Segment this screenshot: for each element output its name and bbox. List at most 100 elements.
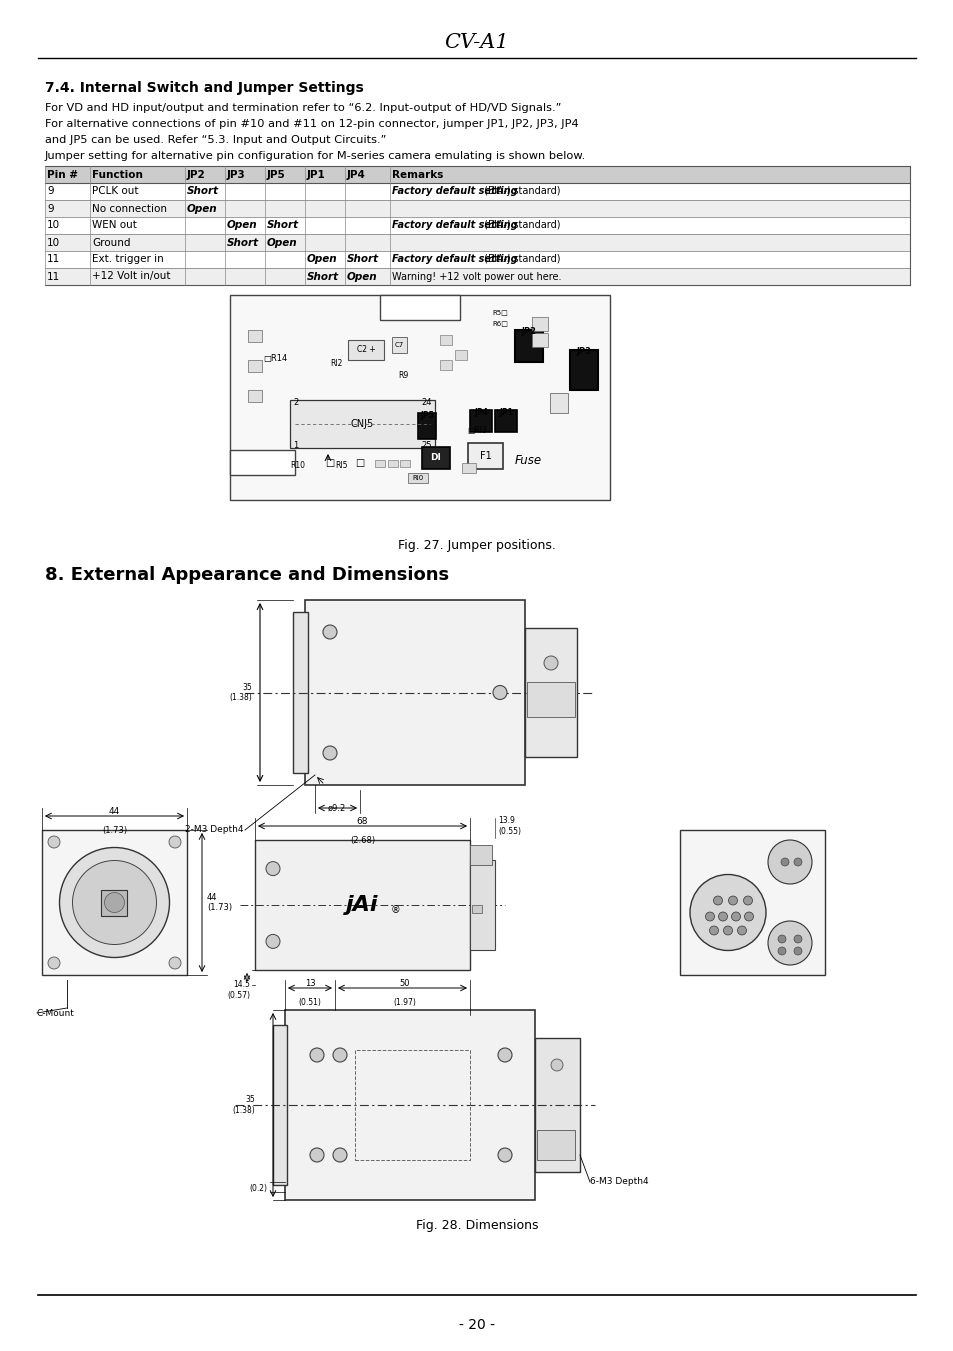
Text: 25: 25 [421, 440, 432, 450]
Bar [355, 1050, 470, 1161]
Circle shape [793, 935, 801, 943]
Text: JP3: JP3 [227, 169, 246, 180]
Text: 11: 11 [47, 254, 60, 265]
Text: (EIA-J standard): (EIA-J standard) [480, 254, 559, 265]
Bar [290, 400, 435, 449]
Text: C-Mount: C-Mount [37, 1008, 74, 1017]
Bar [461, 463, 476, 473]
Text: 7.4. Internal Switch and Jumper Settings: 7.4. Internal Switch and Jumper Settings [45, 81, 363, 95]
Text: Fig. 28. Dimensions: Fig. 28. Dimensions [416, 1219, 537, 1232]
Text: 68: 68 [356, 817, 368, 825]
Text: (EIA-J standard): (EIA-J standard) [480, 186, 559, 196]
Text: - 20 -: - 20 - [458, 1319, 495, 1332]
Bar [45, 267, 909, 285]
Circle shape [59, 847, 170, 958]
Circle shape [310, 1048, 324, 1062]
Text: PCLK out: PCLK out [91, 186, 138, 196]
Text: 35
(1.38): 35 (1.38) [229, 682, 252, 703]
Bar [45, 166, 909, 182]
Text: □RI3: □RI3 [467, 426, 486, 435]
Text: 35
(1.38): 35 (1.38) [232, 1096, 254, 1115]
Text: Function: Function [91, 169, 143, 180]
Text: R5□: R5□ [492, 309, 507, 315]
Text: WEN out: WEN out [91, 220, 136, 231]
Text: 10: 10 [47, 220, 60, 231]
Circle shape [497, 1048, 512, 1062]
Text: Warning! +12 volt power out here.: Warning! +12 volt power out here. [392, 272, 561, 281]
Text: (0.51): (0.51) [298, 988, 321, 1008]
Bar [472, 905, 481, 913]
Text: JP3: JP3 [576, 347, 591, 357]
Circle shape [705, 912, 714, 921]
Bar [101, 889, 128, 916]
Bar [285, 1011, 535, 1200]
Bar [408, 473, 428, 484]
Bar [495, 409, 517, 432]
Bar [455, 350, 467, 359]
Text: 9: 9 [47, 186, 53, 196]
Text: JP1: JP1 [307, 169, 325, 180]
Text: □R14: □R14 [263, 354, 287, 362]
Circle shape [169, 957, 181, 969]
Text: 1: 1 [293, 440, 298, 450]
Text: JP2: JP2 [187, 169, 206, 180]
Text: +12 Volt in/out: +12 Volt in/out [91, 272, 171, 281]
Text: ®: ® [390, 905, 400, 915]
Text: Open: Open [267, 238, 297, 247]
Circle shape [689, 874, 765, 951]
Bar [569, 350, 598, 390]
Text: Factory default setting: Factory default setting [392, 254, 517, 265]
Circle shape [731, 912, 740, 921]
Bar [439, 335, 452, 345]
Text: 14.5
(0.57): 14.5 (0.57) [227, 981, 250, 1000]
Bar [379, 295, 459, 320]
Bar [248, 330, 262, 342]
Circle shape [310, 1148, 324, 1162]
Circle shape [543, 657, 558, 670]
Bar [230, 295, 609, 500]
Bar [470, 861, 495, 950]
Text: RI5: RI5 [335, 461, 347, 470]
Text: (0.2): (0.2) [249, 1183, 267, 1193]
Text: JP5: JP5 [267, 169, 286, 180]
Circle shape [713, 896, 721, 905]
Text: RI2: RI2 [330, 358, 342, 367]
Bar [42, 830, 187, 975]
Text: Open: Open [307, 254, 337, 265]
Text: 44: 44 [109, 807, 120, 816]
Bar [45, 251, 909, 267]
Text: Ground: Ground [91, 238, 131, 247]
Bar [679, 830, 824, 975]
Text: (2.68): (2.68) [350, 825, 375, 846]
Text: JP4: JP4 [347, 169, 366, 180]
Text: Short: Short [267, 220, 299, 231]
Bar [399, 459, 410, 467]
Bar [532, 332, 547, 347]
Text: CV-A1: CV-A1 [444, 32, 509, 51]
Circle shape [718, 912, 727, 921]
Bar [254, 840, 470, 970]
Text: JP5: JP5 [419, 411, 434, 420]
Circle shape [793, 858, 801, 866]
Circle shape [105, 893, 125, 912]
Bar [470, 844, 492, 865]
Text: jAi: jAi [346, 894, 378, 915]
Circle shape [793, 947, 801, 955]
Circle shape [722, 925, 732, 935]
Circle shape [737, 925, 745, 935]
Circle shape [266, 935, 280, 948]
Circle shape [778, 935, 785, 943]
Text: 6-M3 Depth4: 6-M3 Depth4 [589, 1178, 648, 1186]
Text: JP4: JP4 [474, 408, 487, 417]
Bar [535, 1038, 579, 1173]
Text: 8. External Appearance and Dimensions: 8. External Appearance and Dimensions [45, 566, 449, 584]
Text: 11: 11 [47, 272, 60, 281]
Text: DI: DI [430, 454, 441, 462]
Circle shape [266, 862, 280, 875]
Bar [550, 393, 567, 413]
Text: Open: Open [347, 272, 377, 281]
Text: 13: 13 [304, 979, 315, 988]
Bar [417, 413, 436, 439]
Circle shape [493, 685, 506, 700]
Bar [524, 628, 577, 757]
